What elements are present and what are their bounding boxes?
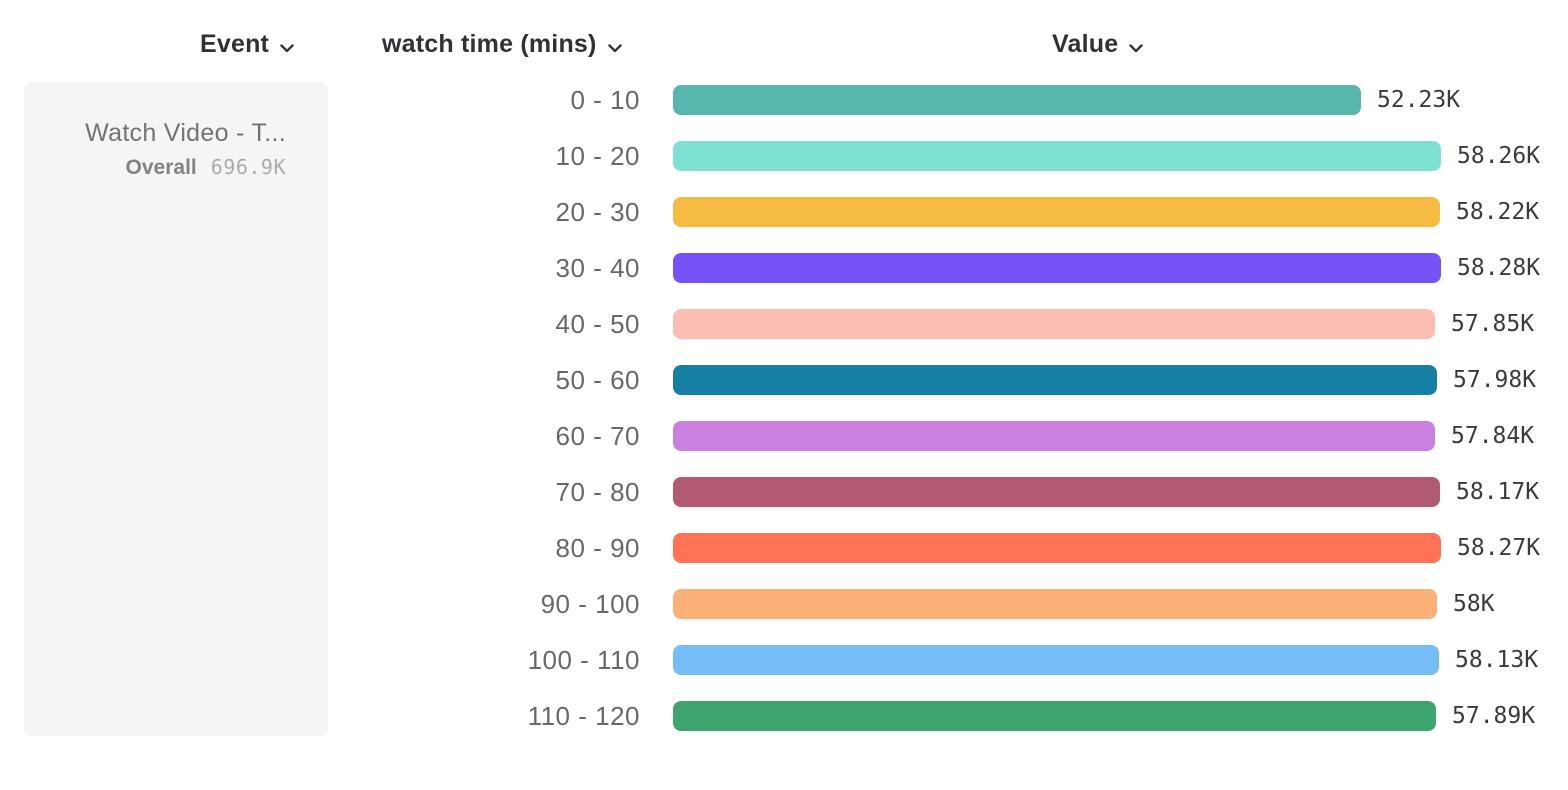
bucket-label: 70 - 80 (555, 476, 640, 507)
chart-row: 40 - 50 57.85K (0, 296, 1568, 352)
value-column-label: Value (1052, 29, 1119, 58)
value-label: 57.84K (1451, 423, 1535, 449)
value-column-dropdown[interactable]: Value (1052, 28, 1144, 60)
event-column-label: Event (200, 29, 270, 58)
value-bar[interactable] (673, 421, 1435, 451)
event-card-text: Watch Video - T... Overall 696.9K (85, 116, 286, 180)
value-bar[interactable] (673, 365, 1437, 395)
value-bar[interactable] (673, 589, 1437, 619)
value-label: 57.98K (1453, 367, 1537, 393)
chevron-down-icon (280, 31, 294, 60)
overall-value: 696.9K (210, 155, 286, 179)
value-bar[interactable] (673, 309, 1435, 339)
chevron-down-icon (1129, 31, 1144, 60)
value-bar[interactable] (673, 197, 1440, 227)
breakdown-column-label: watch time (mins) (382, 29, 597, 58)
chart-row: 80 - 90 58.27K (0, 520, 1568, 576)
value-bar[interactable] (673, 701, 1436, 731)
chart-row: 50 - 60 57.98K (0, 352, 1568, 408)
value-bar[interactable] (673, 645, 1439, 675)
bucket-label: 20 - 30 (555, 196, 640, 227)
value-label: 52.23K (1377, 87, 1461, 113)
bucket-label: 0 - 10 (570, 84, 640, 115)
value-label: 58.27K (1457, 535, 1541, 561)
value-bar[interactable] (673, 533, 1441, 563)
event-card[interactable]: Watch Video - T... Overall 696.9K (24, 82, 328, 736)
event-column-dropdown[interactable]: Event (200, 28, 294, 60)
value-label: 57.89K (1452, 703, 1536, 729)
chart-row: 60 - 70 57.84K (0, 408, 1568, 464)
chevron-down-icon (607, 31, 622, 60)
bucket-label: 110 - 120 (527, 700, 640, 731)
value-label: 58.22K (1456, 199, 1540, 225)
chart-row: 110 - 120 57.89K (0, 688, 1568, 744)
value-bar[interactable] (673, 85, 1361, 115)
value-label: 58.28K (1457, 255, 1541, 281)
value-bar[interactable] (673, 141, 1441, 171)
bucket-label: 80 - 90 (555, 532, 640, 563)
chart-row: 70 - 80 58.17K (0, 464, 1568, 520)
value-bar[interactable] (673, 477, 1440, 507)
value-label: 57.85K (1451, 311, 1535, 337)
bucket-label: 40 - 50 (555, 308, 640, 339)
value-label: 58.13K (1455, 647, 1539, 673)
bucket-label: 10 - 20 (555, 140, 640, 171)
overall-label: Overall (125, 156, 197, 179)
chart-row: 30 - 40 58.28K (0, 240, 1568, 296)
bucket-label: 50 - 60 (555, 364, 640, 395)
value-label: 58K (1453, 591, 1495, 617)
value-label: 58.17K (1456, 479, 1540, 505)
chart-row: 100 - 110 58.13K (0, 632, 1568, 688)
bucket-label: 30 - 40 (555, 252, 640, 283)
chart-row: 10 - 20 58.26K (0, 128, 1568, 184)
value-label: 58.26K (1457, 143, 1541, 169)
chart-row: 90 - 100 58K (0, 576, 1568, 632)
bucket-label: 60 - 70 (555, 420, 640, 451)
event-title: Watch Video - T... (85, 119, 286, 147)
value-bar[interactable] (673, 253, 1441, 283)
chart-row: 20 - 30 58.22K (0, 184, 1568, 240)
breakdown-column-dropdown[interactable]: watch time (mins) (382, 28, 622, 60)
chart-row: 0 - 10 52.23K (0, 72, 1568, 128)
bucket-label: 90 - 100 (540, 588, 640, 619)
bucket-label: 100 - 110 (527, 644, 640, 675)
chart-rows: 0 - 10 52.23K 10 - 20 58.26K 20 - 30 58.22K 30… (0, 72, 1568, 744)
overall-line: Overall 696.9K (85, 155, 286, 180)
